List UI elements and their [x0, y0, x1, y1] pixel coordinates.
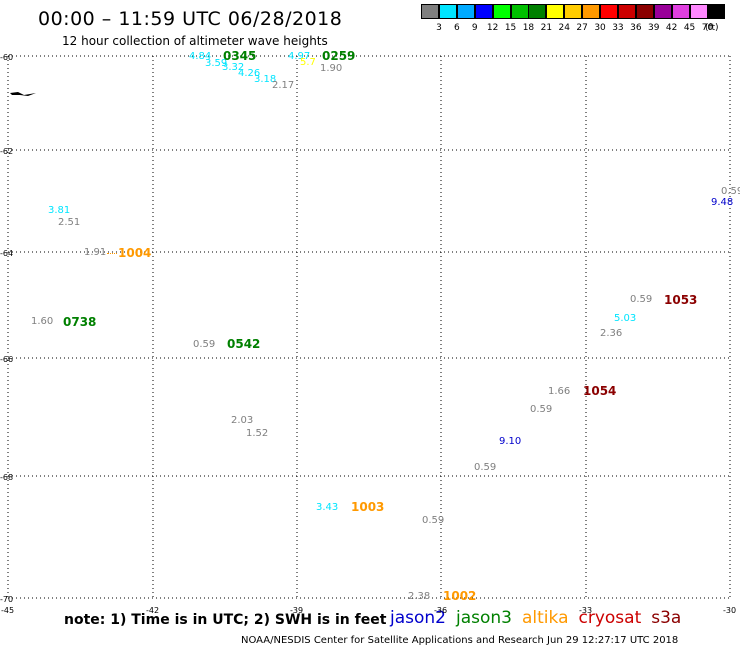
legend-swatch	[653, 4, 672, 19]
longitude-label: -39	[290, 606, 304, 615]
wave-height-value: 0.59	[530, 404, 553, 415]
legend-tick-label: 18	[522, 23, 535, 33]
wave-height-value: 3.81	[48, 205, 71, 216]
wave-height-value: 4.26	[238, 68, 261, 79]
wave-height-value: 1.90	[320, 63, 343, 74]
longitude-label: -45	[1, 606, 15, 615]
legend-swatch	[564, 4, 583, 19]
legend-tick-label: 15	[504, 23, 517, 33]
pass-time-label: 0259	[322, 49, 356, 63]
pass-time-label: 1002	[443, 589, 477, 603]
latitude-label: -66	[0, 355, 14, 364]
legend-tick-label: 9	[471, 23, 478, 33]
wave-height-value: 2.03	[231, 415, 254, 426]
wave-height-value: 3.59	[205, 58, 228, 69]
pass-time-label: 0345	[223, 49, 257, 63]
latitude-label: -70	[0, 595, 14, 604]
legend-swatch	[528, 4, 547, 19]
satellite-name: jason3	[456, 608, 512, 628]
legend-tick-label: 42	[665, 23, 678, 33]
wave-height-value: 2.51	[58, 217, 81, 228]
legend-tick-label: 45	[683, 23, 696, 33]
legend-tick-label: 39	[648, 23, 660, 33]
satellite-name: jason2	[390, 608, 446, 628]
legend-swatch	[438, 4, 457, 19]
wave-height-value: 4.97	[288, 51, 311, 62]
satellite-name: altika	[522, 608, 569, 628]
legend-tick-label: 3	[436, 23, 442, 33]
wave-height-value: 0.59	[474, 462, 497, 473]
wave-height-value: 1.91	[84, 247, 107, 258]
legend-swatch	[582, 4, 601, 19]
legend-swatch	[474, 4, 493, 19]
pass-time-label: 1004	[118, 246, 152, 260]
wave-height-value: 1.66	[548, 386, 571, 397]
legend-tick-label: 21	[540, 23, 553, 33]
legend-swatch	[492, 4, 511, 19]
longitude-label: -36	[434, 606, 448, 615]
legend-tick-label: 36	[630, 23, 642, 33]
wave-height-value: 3.43	[316, 502, 339, 513]
pass-time-label: 1053	[664, 293, 698, 307]
wave-height-value: 0.59	[630, 294, 653, 305]
legend-swatch	[617, 4, 636, 19]
legend-swatch	[635, 4, 654, 19]
latitude-label: -68	[0, 473, 14, 482]
legend-tick-label: 12	[486, 23, 499, 33]
legend-swatch	[707, 4, 726, 19]
latitude-label: -62	[0, 147, 14, 156]
wave-height-value: 9.48	[711, 197, 734, 208]
latitude-label: -64	[0, 249, 14, 258]
wave-height-value: 1.60	[31, 316, 54, 327]
longitude-label: -33	[579, 606, 593, 615]
pass-time-label: 0542	[227, 337, 261, 351]
legend-swatch	[510, 4, 529, 19]
longitude-label: -30	[723, 606, 737, 615]
note-text: note: 1) Time is in UTC; 2) SWH is in fe…	[64, 612, 387, 628]
pass-time-label: 1054	[583, 384, 617, 398]
wave-height-value: 2.17	[272, 80, 295, 91]
legend-swatch	[600, 4, 618, 19]
satellite-legend: jason2 jason3 altika cryosat s3a	[390, 608, 691, 628]
legend-tick-label: 70	[701, 23, 714, 33]
legend-tick-label: 33	[612, 23, 624, 33]
legend-tick-label: 30	[594, 23, 606, 33]
legend-tick-label: 24	[558, 23, 570, 33]
credit-line: NOAA/NESDIS Center for Satellite Applica…	[241, 635, 679, 646]
wave-height-value: 4.84	[189, 51, 212, 62]
satellite-name: s3a	[651, 608, 682, 628]
chart-title: 00:00 – 11:59 UTC 06/28/2018	[38, 8, 343, 30]
legend-swatch	[671, 4, 690, 19]
latitude-label: -60	[0, 53, 14, 62]
wave-height-value: 3.18	[254, 74, 277, 85]
chart-subtitle: 12 hour collection of altimeter wave hei…	[62, 34, 328, 48]
legend-tick-label: 27	[576, 23, 588, 33]
leader-dots	[107, 253, 117, 254]
legend-swatch	[456, 4, 475, 19]
pass-time-label: 0738	[63, 315, 97, 329]
wave-height-value: 3.32	[222, 62, 245, 73]
legend-swatch	[689, 4, 708, 19]
pass-time-label: 1003	[351, 500, 385, 514]
wave-height-value: 2.36	[600, 328, 623, 339]
legend-swatch	[546, 4, 565, 19]
legend-unit: (ft)	[705, 23, 719, 33]
wave-height-value: 5.03	[614, 313, 637, 324]
legend-swatch	[421, 4, 439, 19]
legend-tick-label: 6	[453, 23, 460, 33]
wave-height-value: 0.59	[193, 339, 216, 350]
graticule	[7, 55, 731, 599]
wave-height-value: 1.52	[246, 428, 269, 439]
wave-height-value: 0.59	[721, 186, 740, 197]
wave-height-value: 5.7	[300, 57, 316, 68]
longitude-label: -42	[146, 606, 160, 615]
ice-shelf-fragment	[10, 92, 36, 96]
satellite-name: cryosat	[578, 608, 642, 628]
wave-height-value: 0.59	[422, 515, 445, 526]
wave-height-value: 9.10	[499, 436, 522, 447]
wave-height-value: 2.38	[408, 591, 431, 602]
